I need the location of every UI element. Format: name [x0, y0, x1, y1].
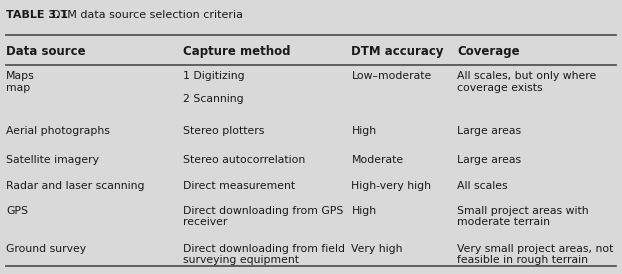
Text: Ground survey: Ground survey	[6, 244, 86, 254]
Text: Direct measurement: Direct measurement	[183, 181, 295, 191]
Text: Large areas: Large areas	[457, 155, 521, 165]
Text: DTM accuracy: DTM accuracy	[351, 45, 444, 58]
Text: Very high: Very high	[351, 244, 403, 254]
Text: Very small project areas, not
feasible in rough terrain: Very small project areas, not feasible i…	[457, 244, 613, 266]
Text: Aerial photographs: Aerial photographs	[6, 126, 110, 136]
Text: Direct downloading from field
surveying equipment: Direct downloading from field surveying …	[183, 244, 345, 266]
Text: Small project areas with
moderate terrain: Small project areas with moderate terrai…	[457, 206, 589, 227]
Text: Coverage: Coverage	[457, 45, 520, 58]
Text: High: High	[351, 126, 376, 136]
Text: High: High	[351, 206, 376, 215]
Text: Maps
map: Maps map	[6, 71, 35, 93]
Text: Direct downloading from GPS
receiver: Direct downloading from GPS receiver	[183, 206, 344, 227]
Text: High-very high: High-very high	[351, 181, 432, 191]
Text: Moderate: Moderate	[351, 155, 404, 165]
Text: 1 Digitizing

2 Scanning: 1 Digitizing 2 Scanning	[183, 71, 245, 104]
Text: Large areas: Large areas	[457, 126, 521, 136]
Text: Low–moderate: Low–moderate	[351, 71, 432, 81]
Text: Stereo autocorrelation: Stereo autocorrelation	[183, 155, 306, 165]
Text: Radar and laser scanning: Radar and laser scanning	[6, 181, 145, 191]
Text: Data source: Data source	[6, 45, 86, 58]
Text: DTM data source selection criteria: DTM data source selection criteria	[45, 10, 243, 20]
Text: Capture method: Capture method	[183, 45, 291, 58]
Text: TABLE 3.1: TABLE 3.1	[6, 10, 68, 20]
Text: All scales: All scales	[457, 181, 508, 191]
Text: GPS: GPS	[6, 206, 28, 215]
Text: Stereo plotters: Stereo plotters	[183, 126, 265, 136]
Text: All scales, but only where
coverage exists: All scales, but only where coverage exis…	[457, 71, 596, 93]
Text: Satellite imagery: Satellite imagery	[6, 155, 100, 165]
